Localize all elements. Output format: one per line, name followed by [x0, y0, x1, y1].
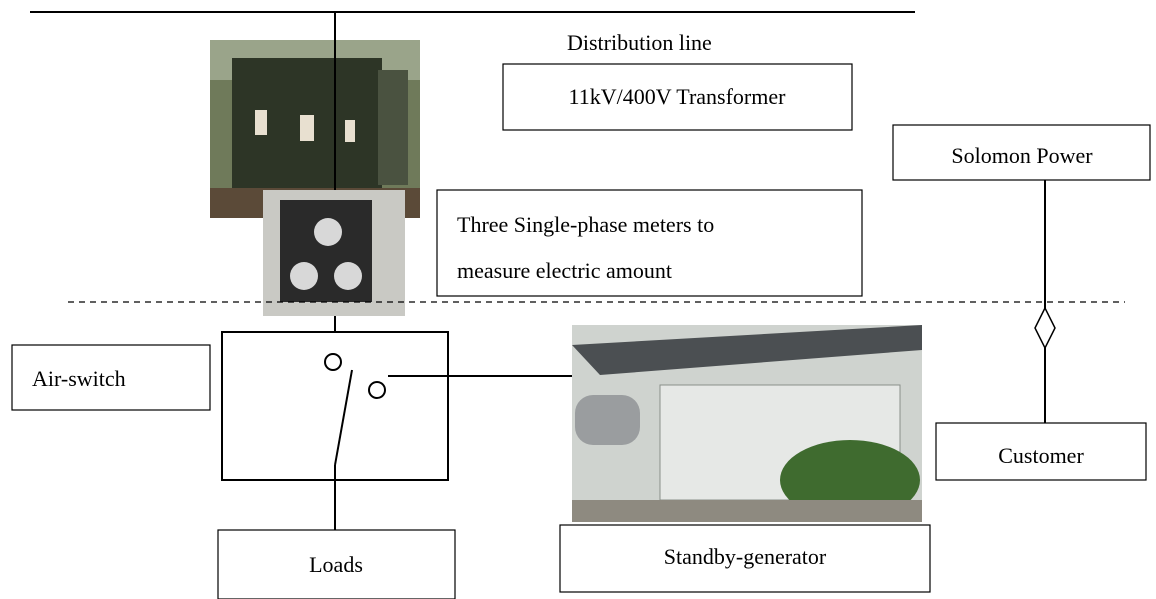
transformer-label: 11kV/400V Transformer: [569, 84, 787, 109]
distribution-line-label: Distribution line: [567, 30, 712, 55]
switch-blade: [334, 369, 353, 466]
generator-box: [559, 524, 931, 593]
meters-photo: [263, 190, 405, 316]
air-switch-label: Air-switch: [32, 366, 126, 391]
loads-label: Loads: [309, 552, 363, 577]
meters-label: measure electric amount: [457, 258, 672, 283]
meters-box: [436, 189, 863, 297]
meters-label: Three Single-phase meters to: [457, 212, 714, 237]
transformer-photo: [210, 40, 420, 218]
generator-photo: [572, 325, 922, 522]
customer-box: [935, 422, 1147, 481]
supplier-label: Solomon Power: [951, 143, 1093, 168]
supplier-box: [892, 124, 1151, 181]
boundary-marker: [1034, 306, 1056, 350]
switch-contact: [368, 381, 386, 399]
loads-box: [217, 529, 456, 599]
generator-label: Standby-generator: [664, 544, 827, 569]
transformer-box: [502, 63, 853, 131]
customer-label: Customer: [998, 443, 1084, 468]
air-switch-box: [11, 344, 211, 411]
switch-contact: [324, 353, 342, 371]
